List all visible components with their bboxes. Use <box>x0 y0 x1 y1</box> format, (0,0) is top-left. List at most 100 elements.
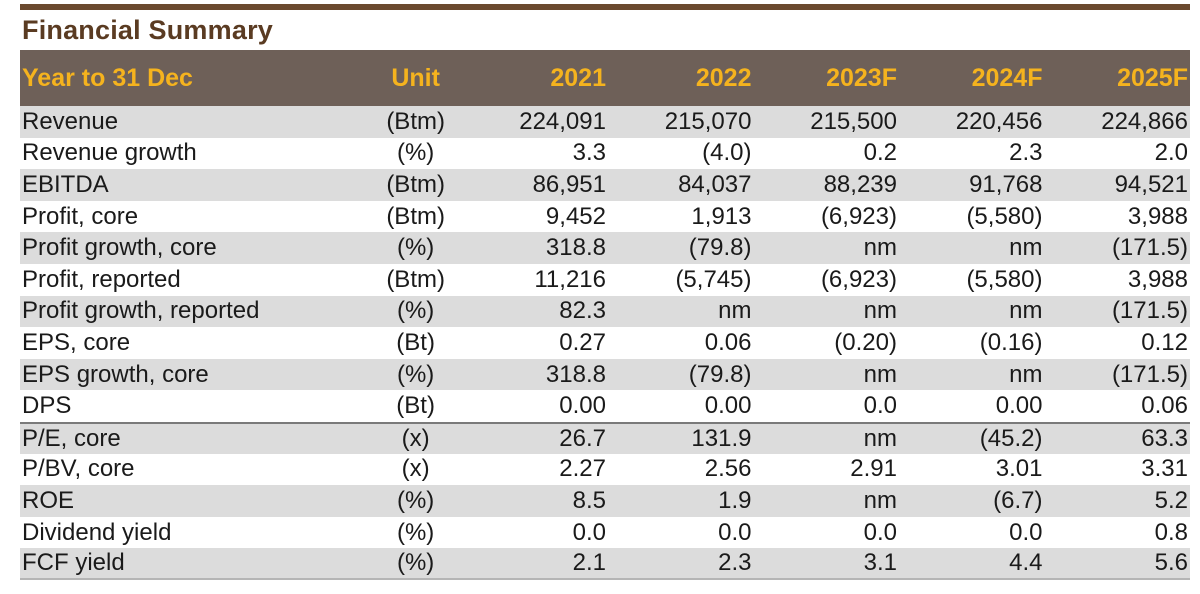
row-label: Profit growth, core <box>22 234 217 262</box>
table-row: Revenue growth (%) 3.3 (4.0) 0.2 2.3 2.0 <box>20 138 1190 170</box>
row-unit: (Bt) <box>396 328 435 356</box>
row-value: 0.0 <box>572 518 606 546</box>
row-unit: (%) <box>396 297 435 325</box>
row-label: Profit, core <box>22 202 139 230</box>
row-value: 0.27 <box>559 328 606 356</box>
table-body: Revenue (Btm) 224,091 215,070 215,500 220,456… <box>20 106 1190 580</box>
row-value: 2.1 <box>572 549 606 577</box>
row-value: 224,091 <box>519 107 606 135</box>
row-unit: (%) <box>396 360 435 388</box>
row-unit: (%) <box>396 139 435 167</box>
row-value: (4.0) <box>702 139 752 167</box>
row-value: 220,456 <box>955 107 1043 135</box>
row-value: 1,913 <box>691 202 752 230</box>
row-unit: (%) <box>396 518 435 546</box>
table-row: Revenue (Btm) 224,091 215,070 215,500 220,456… <box>20 106 1190 138</box>
row-value: (0.16) <box>979 328 1043 356</box>
row-unit: (x) <box>401 455 430 483</box>
row-value: (45.2) <box>979 424 1043 452</box>
row-value: nm <box>1009 360 1043 388</box>
row-unit: (Btm) <box>386 170 445 198</box>
row-value: (0.20) <box>834 328 897 356</box>
table-row: Profit, core (Btm) 9,452 1,913 (6,923) (5,580… <box>20 201 1190 233</box>
row-value: 5.2 <box>1154 486 1188 514</box>
row-value: nm <box>863 360 897 388</box>
row-unit: (Btm) <box>386 265 445 293</box>
row-value: (171.5) <box>1111 234 1188 262</box>
row-value: 3,988 <box>1127 202 1188 230</box>
row-value: 131.9 <box>691 424 752 452</box>
top-rule <box>20 4 1190 10</box>
header-year: 2023F <box>826 63 897 92</box>
row-value: 0.12 <box>1141 328 1188 356</box>
table-row: EPS growth, core (%) 318.8 (79.8) nm nm (171.5… <box>20 358 1190 391</box>
row-value: 3.1 <box>863 549 897 577</box>
row-label: Revenue growth <box>22 139 197 167</box>
row-value: 0.0 <box>718 518 752 546</box>
row-value: 86,951 <box>532 170 606 198</box>
header-unit: Unit <box>391 63 440 92</box>
row-value: (6.7) <box>993 486 1043 514</box>
row-value: nm <box>1009 297 1043 325</box>
row-value: nm <box>863 297 897 325</box>
row-unit: (Btm) <box>386 107 445 135</box>
row-value: nm <box>863 486 897 514</box>
row-unit: (Bt) <box>396 392 435 420</box>
row-value: 0.0 <box>1009 518 1043 546</box>
row-label: EBITDA <box>22 170 109 198</box>
header-label: Year to 31 Dec <box>22 63 193 92</box>
row-value: 0.0 <box>863 392 897 420</box>
row-value: 84,037 <box>678 170 752 198</box>
row-label: Profit growth, reported <box>22 297 260 325</box>
row-label: EPS growth, core <box>22 360 209 388</box>
row-value: 0.06 <box>1141 392 1188 420</box>
row-label: ROE <box>22 486 75 514</box>
row-value: 8.5 <box>572 486 606 514</box>
row-value: 3,988 <box>1127 265 1188 293</box>
row-value: 4.4 <box>1009 549 1043 577</box>
row-value: 3.01 <box>995 455 1043 483</box>
row-value: 0.00 <box>995 392 1043 420</box>
row-value: (6,923) <box>820 265 897 293</box>
row-value: 91,768 <box>969 170 1043 198</box>
row-unit: (%) <box>396 549 435 577</box>
row-unit: (Btm) <box>386 202 445 230</box>
row-value: 3.3 <box>572 139 606 167</box>
row-value: 2.56 <box>704 455 752 483</box>
row-unit: (%) <box>396 486 435 514</box>
header-year: 2022 <box>695 63 752 92</box>
table-row: Profit growth, reported (%) 82.3 nm nm nm (171… <box>20 295 1190 328</box>
table-row: P/E, core (x) 26.7 131.9 nm (45.2) 63.3 <box>20 421 1190 454</box>
row-value: 1.9 <box>718 486 752 514</box>
row-value: (5,745) <box>675 265 752 293</box>
row-value: 9,452 <box>545 202 606 230</box>
row-value: 2.3 <box>1009 139 1043 167</box>
row-label: EPS, core <box>22 328 131 356</box>
row-label: Revenue <box>22 107 119 135</box>
header-year: 2021 <box>550 63 606 92</box>
row-value: 0.0 <box>863 518 897 546</box>
row-value: 318.8 <box>545 360 606 388</box>
row-value: 88,239 <box>823 170 897 198</box>
table-row: Dividend yield (%) 0.0 0.0 0.0 0.0 0.8 <box>20 517 1190 549</box>
row-value: nm <box>863 424 897 452</box>
row-label: Dividend yield <box>22 518 172 546</box>
row-value: nm <box>1009 234 1043 262</box>
header-year: 2024F <box>971 63 1043 92</box>
row-value: 2.0 <box>1154 139 1188 167</box>
table-row: Profit growth, core (%) 318.8 (79.8) nm nm (17… <box>20 232 1190 264</box>
row-value: 26.7 <box>559 424 606 452</box>
row-value: 3.31 <box>1141 455 1188 483</box>
row-value: 2.27 <box>559 455 606 483</box>
row-unit: (x) <box>401 424 430 452</box>
row-value: 224,866 <box>1101 107 1188 135</box>
row-value: 0.2 <box>863 139 897 167</box>
row-value: 5.6 <box>1154 549 1188 577</box>
row-value: 94,521 <box>1114 170 1188 198</box>
row-value: (171.5) <box>1111 360 1188 388</box>
financial-summary-panel: Financial Summary Year to 31 Dec Unit 20… <box>20 0 1190 580</box>
table-row: ROE (%) 8.5 1.9 nm (6.7) 5.2 <box>20 485 1190 517</box>
row-value: (171.5) <box>1111 297 1188 325</box>
row-value: nm <box>718 297 752 325</box>
header-year: 2025F <box>1117 63 1188 92</box>
